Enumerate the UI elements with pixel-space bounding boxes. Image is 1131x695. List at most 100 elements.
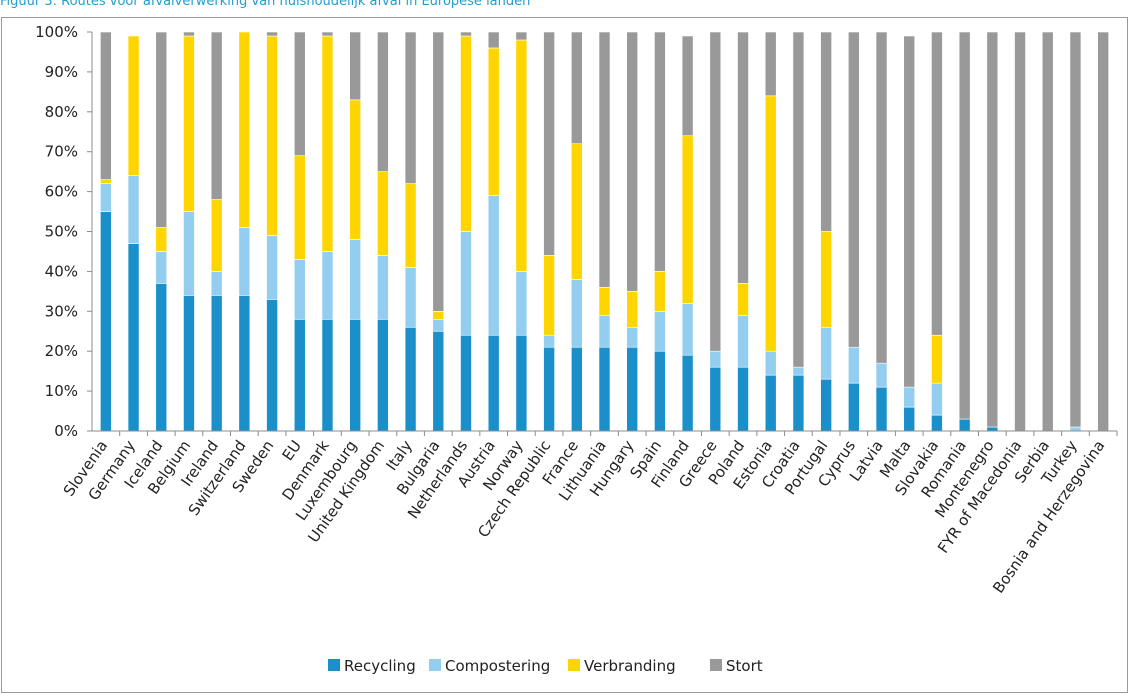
bar-stort-slovenia (100, 31, 112, 180)
bar-stort-hungary (626, 31, 639, 292)
bar-compostering-turkey (1069, 426, 1082, 432)
bar-stort-montenegro (986, 31, 999, 428)
bar-verbranding-eu (293, 155, 306, 260)
bar-recycling-united-kingdom (377, 318, 389, 432)
bar-stort-finland (681, 35, 694, 137)
bar-compostering-germany (127, 175, 140, 244)
bar-recycling-slovenia (100, 211, 112, 432)
bar-verbranding-portugal (820, 231, 832, 328)
bar-stort-austria (487, 31, 500, 49)
bar-stort-norway (515, 31, 528, 41)
bar-compostering-estonia (764, 350, 777, 376)
bar-compostering-spain (654, 310, 666, 352)
bar-stort-croatia (792, 31, 805, 368)
bar-compostering-sweden (266, 235, 278, 300)
bar-stort-ireland (210, 31, 223, 200)
bar-verbranding-slovenia (100, 179, 112, 184)
bar-verbranding-austria (487, 47, 500, 196)
bar-verbranding-hungary (626, 291, 639, 328)
bar-verbranding-italy (404, 183, 417, 268)
bar-stort-malta (903, 35, 916, 388)
bar-recycling-luxembourg (349, 318, 361, 432)
bar-verbranding-france (570, 143, 583, 280)
bar-recycling-bulgaria (432, 330, 445, 432)
bar-stort-poland (737, 31, 749, 284)
bar-compostering-italy (404, 267, 417, 328)
y-tick-label: 80% (45, 103, 78, 121)
bar-verbranding-iceland (155, 227, 168, 252)
y-tick-label: 70% (45, 143, 78, 161)
legend-label-recycling: Recycling (344, 657, 416, 675)
legend-label-verbranding: Verbranding (584, 657, 676, 675)
bar-recycling-cyprus (848, 382, 860, 432)
bar-compostering-hungary (626, 326, 639, 348)
bar-recycling-montenegro (986, 426, 999, 432)
bar-stort-netherlands (460, 31, 472, 37)
bar-compostering-portugal (820, 326, 832, 380)
bar-stort-romania (958, 31, 971, 420)
bar-stort-bosnia-and-herzegovina (1097, 31, 1109, 432)
bar-compostering-lithuania (598, 314, 611, 348)
bar-compostering-belgium (183, 211, 195, 296)
bar-stort-denmark (321, 31, 334, 37)
bar-recycling-ireland (210, 295, 223, 432)
bar-stort-sweden (266, 31, 278, 37)
bar-compostering-slovakia (931, 382, 943, 416)
bar-recycling-germany (127, 243, 140, 432)
bar-stort-greece (709, 31, 722, 352)
bar-recycling-estonia (764, 374, 777, 432)
bar-compostering-norway (515, 271, 528, 336)
legend-label-stort: Stort (726, 657, 763, 675)
bar-compostering-czech-republic (543, 334, 555, 348)
bar-compostering-eu (293, 259, 306, 320)
bar-verbranding-slovakia (931, 334, 943, 384)
bar-stort-eu (293, 31, 306, 156)
bar-compostering-switzerland (238, 227, 251, 296)
bar-verbranding-netherlands (460, 35, 472, 232)
bar-verbranding-switzerland (238, 31, 251, 228)
bar-compostering-poland (737, 314, 749, 368)
bar-recycling-italy (404, 326, 417, 432)
bar-compostering-malta (903, 386, 916, 408)
bar-recycling-slovakia (931, 414, 943, 432)
bar-verbranding-norway (515, 39, 528, 272)
bar-recycling-czech-republic (543, 346, 555, 432)
bar-verbranding-luxembourg (349, 99, 361, 240)
bar-verbranding-spain (654, 271, 666, 312)
bar-recycling-lithuania (598, 346, 611, 432)
bar-stort-belgium (183, 31, 195, 37)
bar-compostering-cyprus (848, 346, 860, 384)
bar-recycling-romania (958, 418, 971, 432)
bar-stort-czech-republic (543, 31, 555, 256)
bar-stort-estonia (764, 31, 777, 97)
bar-recycling-netherlands (460, 334, 472, 432)
bar-recycling-malta (903, 406, 916, 432)
legend-swatch-stort (710, 659, 722, 671)
bar-recycling-belgium (183, 295, 195, 432)
bar-verbranding-finland (681, 135, 694, 304)
y-tick-label: 60% (45, 183, 78, 201)
legend-label-compostering: Compostering (445, 657, 550, 675)
bar-recycling-denmark (321, 318, 334, 432)
bar-recycling-latvia (875, 386, 888, 432)
bar-stort-united-kingdom (377, 31, 389, 172)
bar-compostering-finland (681, 303, 694, 356)
bar-stort-latvia (875, 31, 888, 364)
y-tick-label: 10% (45, 382, 78, 400)
bar-compostering-france (570, 279, 583, 348)
y-tick-label: 100% (35, 23, 78, 41)
bar-recycling-finland (681, 354, 694, 432)
bar-verbranding-denmark (321, 35, 334, 252)
bar-recycling-sweden (266, 299, 278, 432)
bar-recycling-france (570, 346, 583, 432)
bar-verbranding-belgium (183, 35, 195, 212)
bar-verbranding-bulgaria (432, 310, 445, 320)
bar-recycling-eu (293, 318, 306, 432)
bar-recycling-austria (487, 334, 500, 432)
bar-recycling-hungary (626, 346, 639, 432)
bar-recycling-greece (709, 366, 722, 432)
bar-verbranding-sweden (266, 35, 278, 236)
bar-stort-turkey (1069, 31, 1082, 428)
y-tick-label: 50% (45, 223, 78, 241)
bar-compostering-united-kingdom (377, 255, 389, 320)
